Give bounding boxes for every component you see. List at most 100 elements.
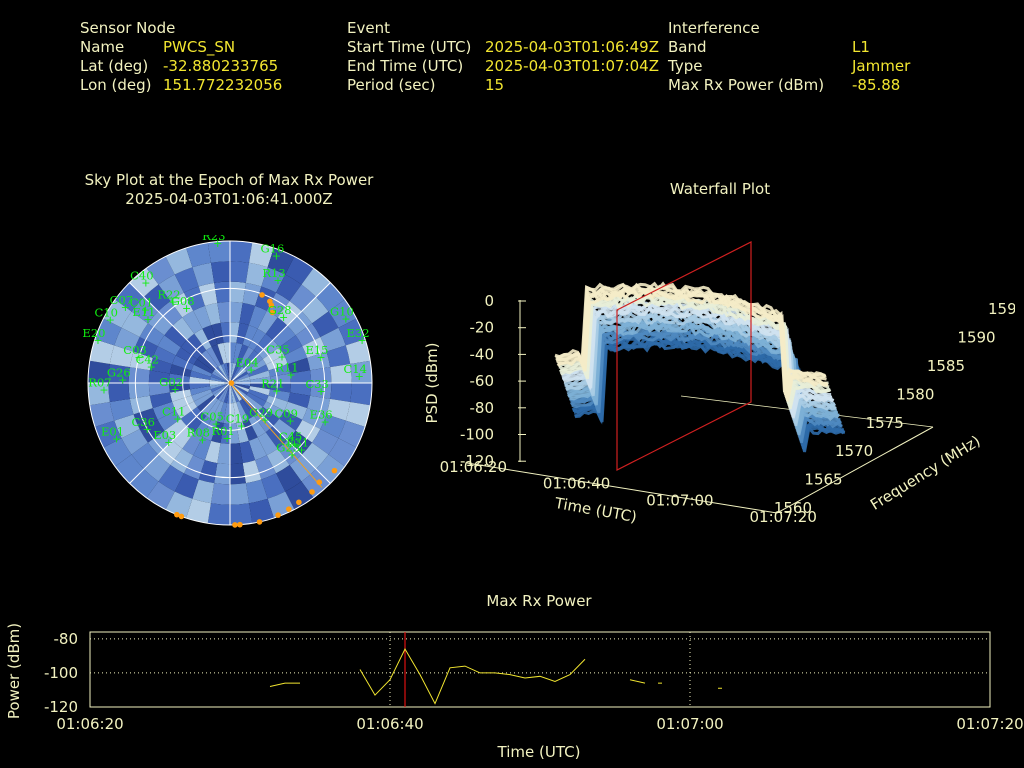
sky-heat-cell [230,322,240,343]
interference-point [269,309,276,316]
sky-heat-cell [147,311,173,336]
satellite-label: R22 [157,288,180,302]
sky-heat-cell [152,401,176,420]
sky-heat-cell [295,419,321,443]
sky-heat-cell [218,364,230,383]
sky-heat-cell [149,392,173,409]
satellite-marker: + [93,334,102,347]
interference-type-value: Jammer [852,57,911,75]
sky-heat-cell [129,395,153,415]
sky-heat-cell [230,383,249,395]
satellite-marker: + [279,311,288,324]
sky-heat-cell [89,402,115,427]
sky-heat-cell [310,383,332,399]
sky-heat-cell [273,418,296,441]
sky-heat-cell [302,408,327,430]
sky-heat-cell [230,383,251,390]
sky-heat-cell [88,360,110,383]
satellite-label: G26 [107,365,131,379]
sky-heat-cell [114,327,140,352]
sky-heat-cell [193,305,212,329]
power-plot-frame [89,631,991,708]
sky-heat-cell [169,373,190,383]
sky-heat-cell [211,322,224,345]
sky-heat-cell [239,302,256,326]
sky-heat-cell [245,262,268,287]
sky-heat-cell [350,360,372,383]
sky-heat-cell [217,402,227,424]
satellite-label: C36 [131,415,154,429]
jammer-bearing-line [229,382,323,488]
interference-point [232,522,238,528]
interference-point [309,489,315,495]
sky-heat-cell [248,364,269,377]
satellite-marker: + [320,415,329,428]
sky-heat-cell [267,247,295,275]
sky-heat-cell [230,423,240,444]
sky-heat-cell [209,379,230,383]
satellite-label: C35 [266,342,289,356]
sensor-lat-label: Lat (deg) [80,57,149,75]
sky-heat-cell [258,406,280,427]
interference-band-value: L1 [852,38,870,56]
satellite-marker: + [286,415,295,428]
sky-heat-cell [270,383,291,393]
sky-grid-spoke [129,282,231,384]
interference-point [228,380,235,386]
satellite-marker: + [223,432,232,445]
sky-heat-cell [230,383,251,387]
sky-heat-cell [279,335,303,356]
satellite-label: R07 [88,376,111,390]
sky-heat-cell [201,350,219,369]
freq-tick-label: 1575 [866,414,904,432]
satellite-label: R11 [275,360,298,374]
sky-heat-cell [211,421,224,444]
sky-heat-cell [223,362,230,383]
event-start-label: Start Time (UTC) [347,38,472,56]
sky-heat-cell [307,351,331,371]
sky-heat-cell [175,401,198,419]
waterfall-ridge [555,281,827,394]
sky-heat-cell [139,419,165,443]
waterfall-surface [554,281,846,453]
freq-tick-label: 1595 [988,300,1015,318]
satellite-marker: + [260,413,269,426]
sky-heat-cell [279,410,303,431]
sky-heat-cell [289,284,317,312]
sky-heat-cell [149,357,173,374]
sky-heat-cell [194,328,212,351]
interference-point [275,512,281,518]
sky-heat-cell [250,383,271,390]
sky-heat-cell [109,398,134,421]
interference-point [174,511,180,518]
power-xtick-label: 01:06:40 [356,715,423,733]
satellite-label: E36 [310,407,333,421]
sky-heat-cell [250,376,271,383]
sky-heat-cell [89,339,115,364]
waterfall-title: Waterfall Plot [669,180,771,198]
event-end-label: End Time (UTC) [347,57,464,75]
sky-heat-cell [201,397,219,416]
sky-heat-cell [290,370,312,383]
sky-heat-cell [211,401,224,422]
sky-heat-cell [230,373,250,383]
sky-heat-cell [183,455,205,480]
power-yaxis-label: Power (dBm) [5,623,23,719]
sky-heat-cell [242,460,262,484]
sky-heat-cell [220,322,230,343]
sky-heat-cell [192,479,215,504]
sky-heat-cell [345,402,371,427]
sky-heat-cell [186,411,207,433]
sky-heat-cell [230,363,240,383]
satellite-label: G16 [260,241,284,255]
sky-heat-cell [287,311,313,336]
sky-heat-cell [210,383,230,393]
sky-heat-cell [345,339,371,364]
sky-heat-cell [258,339,280,360]
sky-heat-cell [170,448,194,474]
sky-heat-cell [230,383,250,393]
sky-heat-cell [268,364,291,377]
satellite-label: R23 [202,235,225,243]
time-tick-label: 01:07:00 [646,491,713,509]
power-ytick-label: -80 [54,630,79,648]
